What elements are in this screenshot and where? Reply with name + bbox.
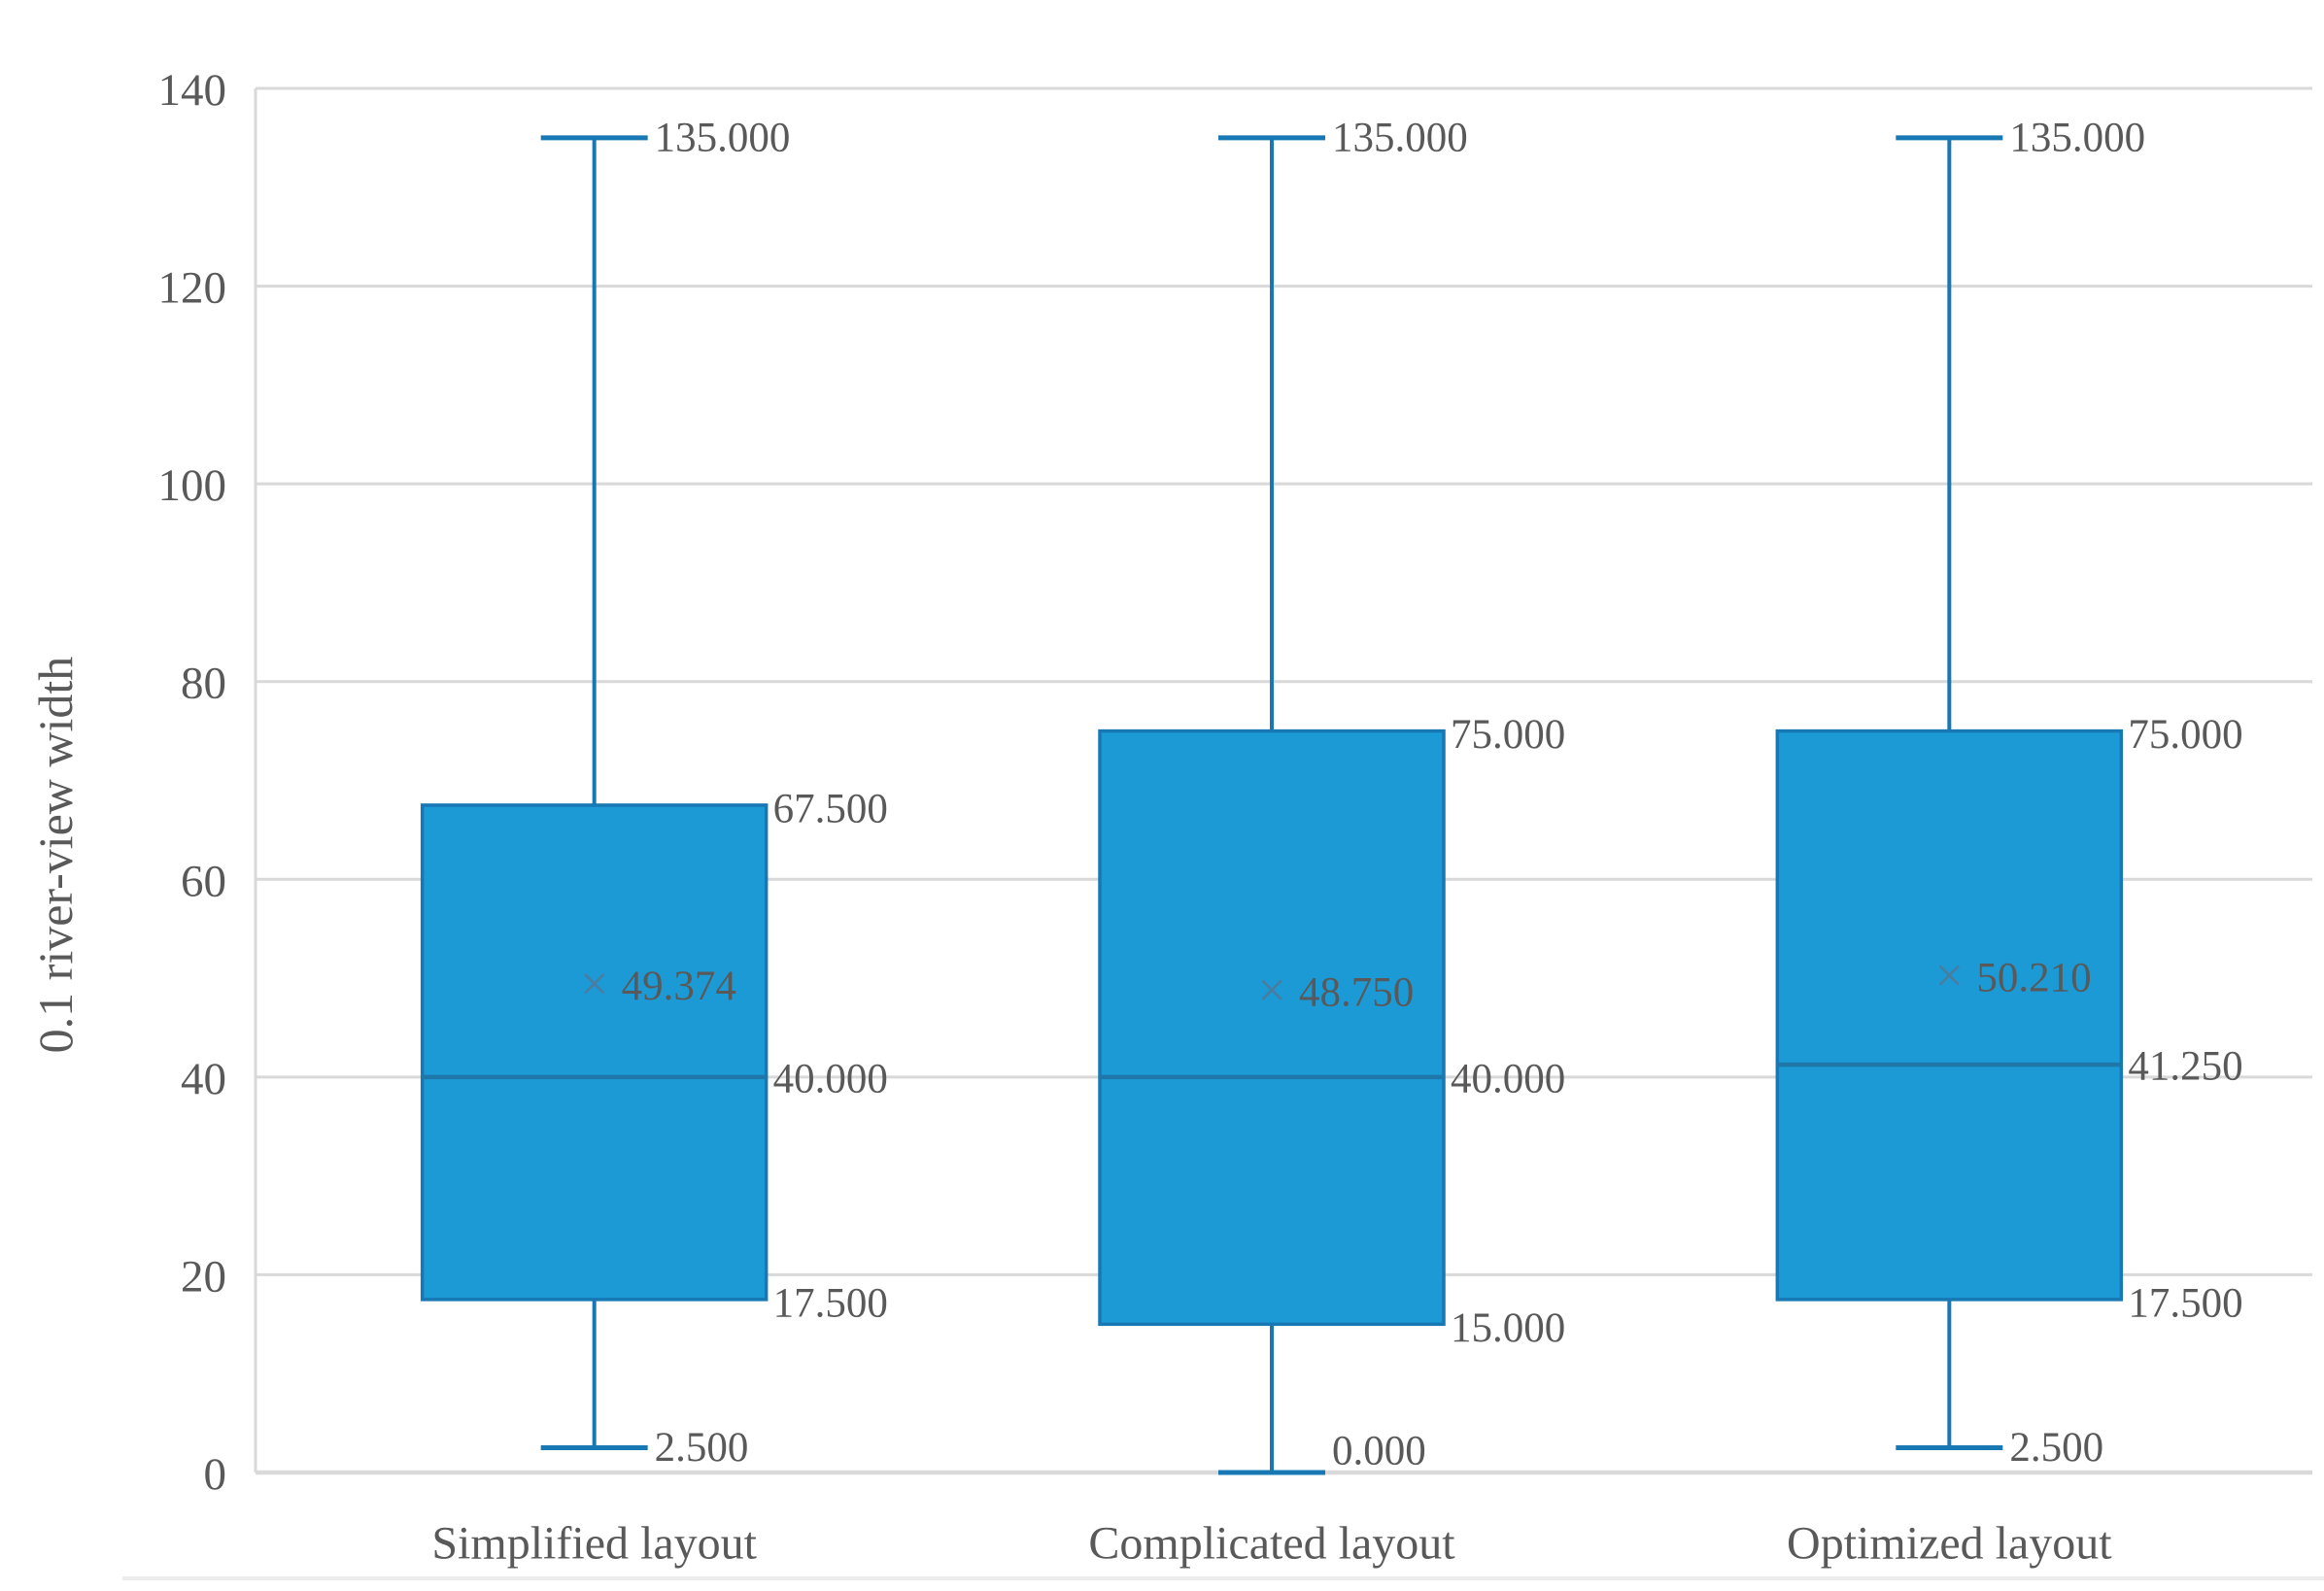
stat-label-q3: 67.500 <box>773 786 888 831</box>
y-axis-title: 0.1 river-view width <box>28 657 83 1054</box>
y-tick-label: 0 <box>204 1449 227 1500</box>
stat-label-q3: 75.000 <box>1451 712 1565 758</box>
stat-label-q1: 15.000 <box>1451 1305 1565 1351</box>
mean-label: 48.750 <box>1299 969 1414 1015</box>
stat-label-median: 41.250 <box>2128 1044 2242 1090</box>
y-tick-label: 40 <box>181 1054 226 1104</box>
stat-label-median: 40.000 <box>773 1056 888 1101</box>
stat-label-max: 135.000 <box>2009 115 2145 160</box>
stat-label-min: 2.500 <box>655 1425 749 1471</box>
stat-label-median: 40.000 <box>1451 1056 1565 1101</box>
y-tick-label: 60 <box>181 856 226 906</box>
label-layer: 140 120 100 80 60 40 20 0 × 49.374 135.000 67.500 40… <box>158 65 2243 1570</box>
mean-marker: × <box>1935 948 1964 1003</box>
mean-label: 49.374 <box>622 964 736 1009</box>
y-tick-label: 20 <box>181 1251 226 1302</box>
y-tick-label: 80 <box>181 659 226 709</box>
stat-label-min: 2.500 <box>2009 1425 2103 1471</box>
x-category-label: Simplified layout <box>431 1518 757 1570</box>
mean-marker: × <box>580 957 608 1012</box>
stat-label-max: 135.000 <box>655 115 791 160</box>
x-category-label: Complicated layout <box>1088 1518 1455 1570</box>
stat-label-min: 0.000 <box>1332 1429 1426 1474</box>
y-tick-label: 100 <box>158 460 227 511</box>
box <box>420 803 769 1302</box>
x-category-label: Optimized layout <box>1787 1518 2112 1570</box>
y-tick-label: 140 <box>158 65 227 116</box>
y-tick-label: 120 <box>158 263 227 314</box>
stat-label-q3: 75.000 <box>2128 712 2242 758</box>
stat-label-q1: 17.500 <box>773 1280 888 1326</box>
box <box>1098 728 1446 1327</box>
box <box>1775 728 2124 1302</box>
mean-marker: × <box>1257 963 1285 1018</box>
stat-label-max: 135.000 <box>1332 115 1468 160</box>
mean-label: 50.210 <box>1976 955 2091 1000</box>
box-layer <box>420 135 2124 1475</box>
stat-label-q1: 17.500 <box>2128 1280 2242 1326</box>
